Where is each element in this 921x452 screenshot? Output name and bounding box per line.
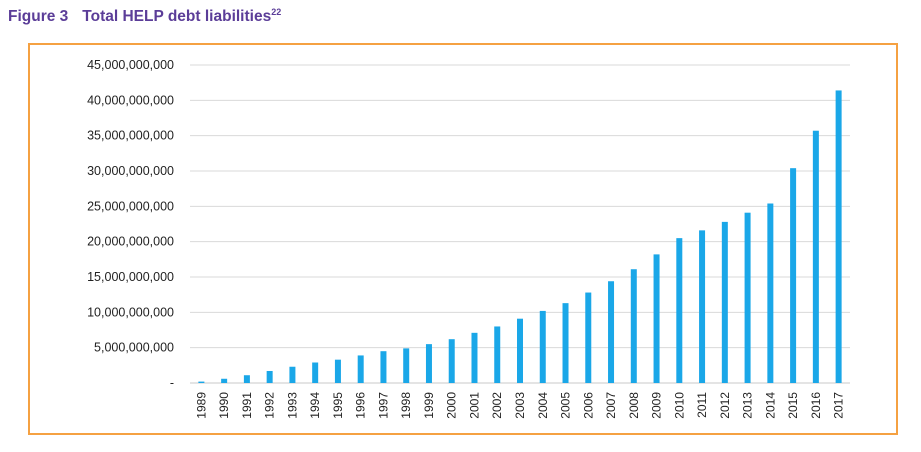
x-tick-label: 1991 bbox=[240, 392, 254, 419]
x-tick-label: 2011 bbox=[695, 392, 709, 418]
x-tick-label: 1989 bbox=[194, 392, 208, 419]
x-tick-label: 1990 bbox=[217, 392, 231, 419]
bar bbox=[425, 344, 432, 383]
chart-frame bbox=[28, 43, 898, 435]
bar bbox=[198, 381, 205, 383]
x-tick-label: 2008 bbox=[627, 392, 641, 419]
figure-title: Figure 3 Total HELP debt liabilities22 bbox=[8, 6, 282, 26]
y-tick-label: 35,000,000,000 bbox=[87, 129, 174, 143]
x-tick-label: 1994 bbox=[308, 392, 322, 419]
figure-number: Figure 3 bbox=[8, 8, 69, 25]
y-tick-label: 45,000,000,000 bbox=[87, 58, 174, 72]
x-tick-label: 2007 bbox=[604, 392, 618, 419]
bar bbox=[471, 332, 478, 383]
figure-title-text: Total HELP debt liabilities bbox=[82, 8, 272, 25]
x-tick-label: 2017 bbox=[832, 392, 846, 419]
x-tick-label: 1993 bbox=[285, 392, 299, 419]
bar bbox=[585, 292, 592, 383]
x-tick-label: 2010 bbox=[672, 392, 686, 419]
y-tick-label: 20,000,000,000 bbox=[87, 235, 174, 249]
x-tick-label: 2013 bbox=[741, 392, 755, 419]
x-tick-label: 2005 bbox=[559, 392, 573, 419]
x-tick-label: 2000 bbox=[445, 392, 459, 419]
bar bbox=[403, 348, 410, 383]
x-tick-label: 2006 bbox=[581, 392, 595, 419]
bar bbox=[334, 359, 341, 383]
bar bbox=[812, 130, 819, 383]
x-tick-label: 1995 bbox=[331, 392, 345, 419]
x-tick-label: 2016 bbox=[809, 392, 823, 419]
x-tick-label: 2009 bbox=[650, 392, 664, 419]
x-tick-label: 1992 bbox=[263, 392, 277, 419]
x-tick-label: 2001 bbox=[467, 392, 481, 419]
y-axis-ticks: - 5,000,000,000 10,000,000,000 15,000,000,0… bbox=[87, 58, 174, 390]
bar bbox=[243, 375, 250, 383]
bar bbox=[494, 326, 501, 383]
bar bbox=[312, 362, 319, 383]
bar bbox=[289, 366, 296, 383]
x-tick-label: 2003 bbox=[513, 392, 527, 419]
bar bbox=[380, 351, 387, 383]
bar bbox=[221, 378, 228, 383]
x-tick-label: 1998 bbox=[399, 392, 413, 419]
bar bbox=[721, 221, 728, 383]
y-tick-label: 5,000,000,000 bbox=[94, 341, 174, 355]
bar bbox=[448, 339, 455, 383]
bars bbox=[198, 90, 842, 383]
bar bbox=[790, 168, 797, 383]
x-tick-label: 2015 bbox=[786, 392, 800, 419]
bar bbox=[653, 254, 660, 383]
y-tick-label: 30,000,000,000 bbox=[87, 164, 174, 178]
x-tick-label: 2004 bbox=[536, 392, 550, 419]
bar bbox=[266, 370, 273, 383]
figure-footnote: 22 bbox=[271, 6, 282, 17]
x-tick-label: 2012 bbox=[718, 392, 732, 419]
y-tick-label: - bbox=[170, 376, 174, 390]
bar bbox=[608, 281, 615, 383]
y-tick-label: 10,000,000,000 bbox=[87, 305, 174, 319]
bar bbox=[835, 90, 842, 383]
x-tick-label: 1997 bbox=[376, 392, 390, 419]
bar bbox=[767, 203, 774, 383]
bar bbox=[699, 230, 706, 383]
bar bbox=[357, 355, 364, 383]
bar bbox=[517, 318, 523, 383]
y-tick-label: 40,000,000,000 bbox=[87, 93, 174, 107]
bar bbox=[630, 269, 637, 383]
y-tick-label: 25,000,000,000 bbox=[87, 199, 174, 213]
x-tick-label: 2014 bbox=[763, 392, 777, 419]
x-tick-label: 1996 bbox=[354, 392, 368, 419]
x-axis-ticks: 1989 1990 1991 1992 1993 1994 1995 1996 1997 1998… bbox=[194, 392, 845, 419]
bar bbox=[562, 303, 569, 383]
y-tick-label: 15,000,000,000 bbox=[87, 270, 174, 284]
x-tick-label: 2002 bbox=[490, 392, 504, 419]
bar bbox=[744, 212, 751, 383]
bar bbox=[676, 238, 683, 383]
x-tick-label: 1999 bbox=[422, 392, 436, 419]
bar bbox=[539, 310, 546, 383]
